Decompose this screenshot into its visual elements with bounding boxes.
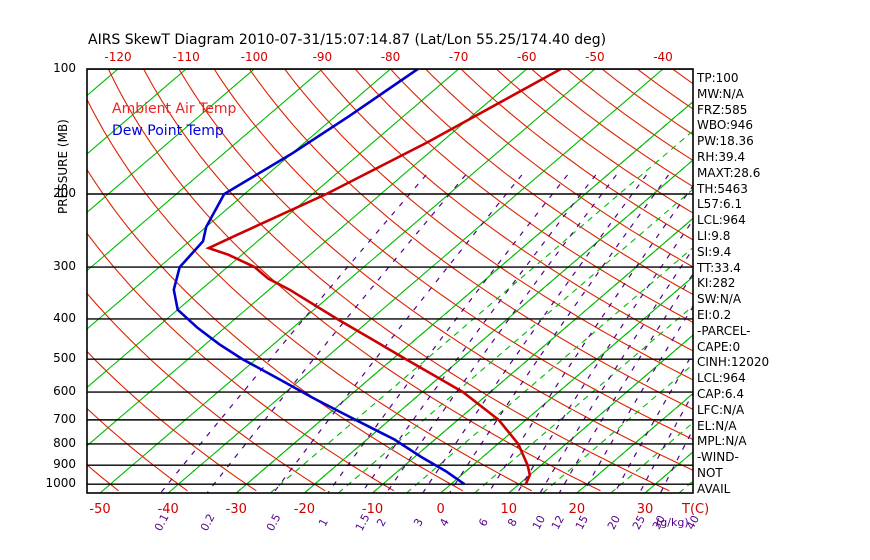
sounding-index-th5463: TH:5463	[697, 181, 748, 196]
sounding-index-cape0: CAPE:0	[697, 339, 741, 354]
bottom-temp-tick--50: -50	[89, 502, 111, 517]
sounding-index-rh394: RH:39.4	[697, 150, 746, 164]
sounding-index-lcl964: LCL:964	[697, 213, 746, 228]
sounding-index-wind: -WIND-	[697, 450, 739, 465]
sounding-index-frz585: FRZ:585	[697, 102, 748, 117]
sounding-index-ki282: KI:282	[697, 276, 736, 291]
pressure-tick-800: 800	[53, 435, 76, 450]
sounding-index-avail: AVAIL	[697, 481, 731, 496]
top-temp-tick--120: -120	[104, 50, 132, 64]
pressure-tick-700: 700	[53, 411, 76, 426]
sounding-index-tp100: TP:100	[697, 71, 739, 85]
top-temp-tick--100: -100	[240, 50, 268, 64]
pressure-tick-100: 100	[53, 61, 76, 75]
bottom-temp-tick--40: -40	[157, 502, 179, 517]
legend-entry-dew-point-temp: Dew Point Temp	[112, 123, 224, 139]
pressure-tick-400: 400	[53, 310, 76, 325]
legend-entry-ambient-air-temp: Ambient Air Temp	[112, 101, 237, 117]
sounding-index-mplna: MPL:N/A	[697, 434, 747, 449]
sounding-index-cinh12020: CINH:12020	[697, 355, 770, 370]
pressure-tick-1000: 1000	[45, 476, 76, 491]
top-temp-tick--70: -70	[448, 50, 469, 64]
bottom-temp-tick-10: 10	[500, 502, 518, 517]
chart-title: AIRS SkewT Diagram 2010-07-31/15:07:14.8…	[88, 32, 607, 48]
x-axis-label-temperature: T(C)	[682, 502, 710, 517]
bottom-temp-tick--10: -10	[361, 502, 384, 517]
bottom-temp-tick-0: 0	[436, 502, 445, 517]
top-temp-tick--50: -50	[585, 50, 605, 64]
top-temp-tick--90: -90	[312, 50, 333, 64]
sounding-index-pw1836: PW:18.36	[697, 134, 754, 149]
top-temp-tick--40: -40	[653, 50, 673, 64]
sounding-index-l5761: L57:6.1	[697, 197, 743, 212]
pressure-tick-200: 200	[53, 185, 76, 200]
sounding-index-lfcna: LFC:N/A	[697, 402, 745, 417]
top-temp-tick--110: -110	[172, 50, 200, 64]
bottom-temp-tick-20: 20	[568, 502, 586, 517]
sounding-index-maxt286: MAXT:28.6	[697, 165, 761, 180]
pressure-tick-500: 500	[53, 351, 76, 366]
sounding-index-wbo946: WBO:946	[697, 118, 754, 133]
pressure-tick-900: 900	[53, 457, 76, 472]
sounding-index-not: NOT	[697, 466, 723, 480]
sounding-index-elna: EL:N/A	[697, 418, 737, 433]
x-axis-label-mixing-ratio: (g/kg)	[656, 516, 689, 529]
top-temp-tick--60: -60	[516, 50, 537, 64]
sounding-index-mwna: MW:N/A	[697, 86, 744, 101]
bottom-temp-tick--20: -20	[293, 502, 315, 517]
bottom-temp-tick-30: 30	[636, 502, 654, 517]
top-temp-tick--80: -80	[380, 50, 401, 64]
sounding-index-tt334: TT:33.4	[697, 260, 741, 275]
pressure-tick-300: 300	[53, 259, 76, 274]
sounding-index-lcl964: LCL:964	[697, 371, 746, 386]
sounding-index-swna: SW:N/A	[697, 292, 742, 307]
sounding-index-cap64: CAP:6.4	[697, 387, 744, 401]
pressure-tick-600: 600	[53, 384, 76, 399]
sounding-index-si94: SI:9.4	[697, 244, 732, 259]
sounding-index-parcel: -PARCEL-	[697, 323, 751, 338]
sounding-index-ei02: EI:0.2	[697, 308, 732, 322]
bottom-temp-tick--30: -30	[225, 502, 247, 517]
sounding-index-li98: LI:9.8	[697, 229, 731, 243]
